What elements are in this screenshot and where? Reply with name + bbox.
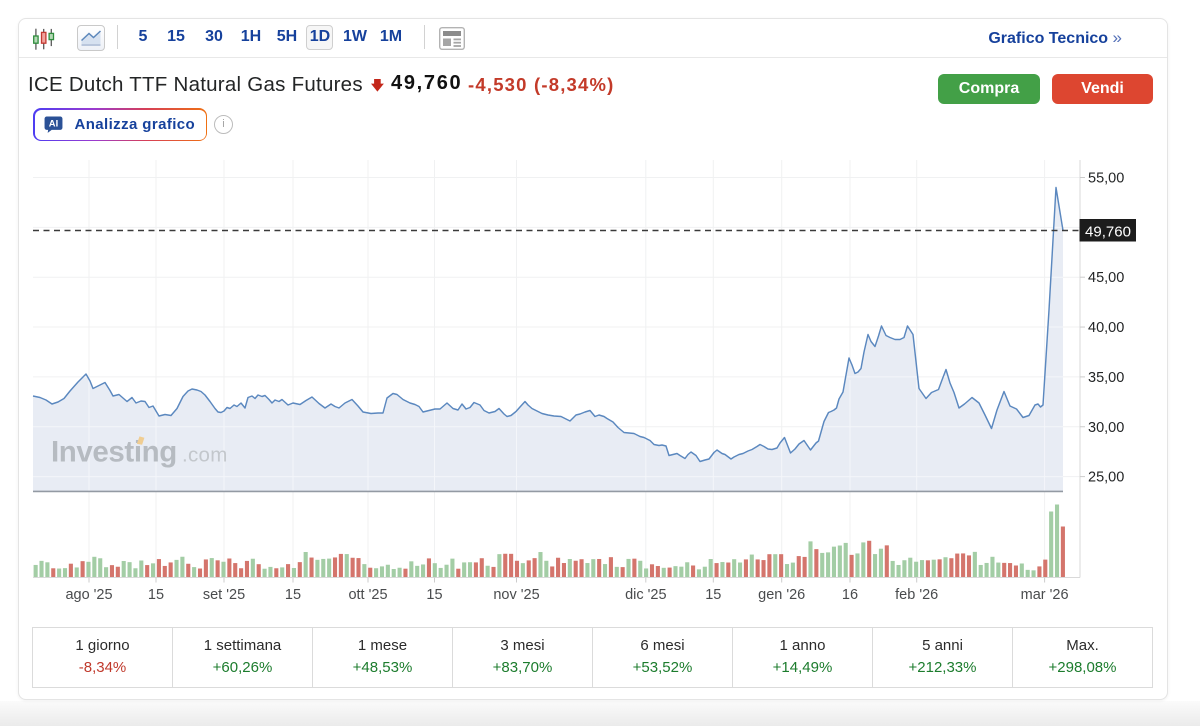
svg-text:.com: .com (182, 444, 228, 467)
svg-text:49,760: 49,760 (1085, 223, 1131, 240)
svg-text:set '25: set '25 (203, 587, 245, 603)
svg-text:ott '25: ott '25 (348, 587, 387, 603)
svg-text:AI: AI (48, 118, 57, 129)
svg-text:gen '26: gen '26 (758, 587, 805, 603)
svg-text:40,00: 40,00 (1088, 320, 1124, 336)
svg-text:ago '25: ago '25 (65, 587, 112, 603)
svg-text:15: 15 (705, 587, 721, 603)
svg-text:feb '26: feb '26 (895, 587, 938, 603)
svg-text:35,00: 35,00 (1088, 370, 1124, 386)
svg-text:30,00: 30,00 (1088, 420, 1124, 436)
svg-text:nov '25: nov '25 (493, 587, 539, 603)
svg-text:15: 15 (148, 587, 164, 603)
svg-text:dic '25: dic '25 (625, 587, 666, 603)
svg-text:16: 16 (842, 587, 858, 603)
svg-text:Investing: Investing (51, 436, 177, 469)
svg-text:55,00: 55,00 (1088, 171, 1124, 187)
svg-text:mar '26: mar '26 (1021, 587, 1069, 603)
svg-text:15: 15 (426, 587, 442, 603)
svg-text:45,00: 45,00 (1088, 270, 1124, 286)
svg-text:25,00: 25,00 (1088, 470, 1124, 486)
svg-text:15: 15 (285, 587, 301, 603)
